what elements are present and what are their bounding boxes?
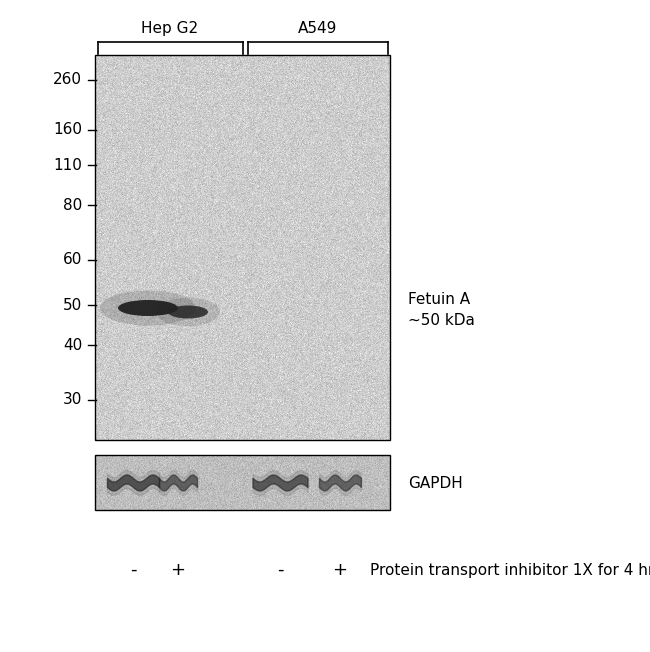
Text: 50: 50 bbox=[63, 297, 82, 312]
Text: 40: 40 bbox=[63, 338, 82, 353]
Bar bbox=[95, 455, 390, 510]
Ellipse shape bbox=[168, 306, 208, 318]
Text: 260: 260 bbox=[53, 72, 82, 87]
Text: -: - bbox=[277, 561, 283, 579]
Ellipse shape bbox=[156, 298, 220, 326]
Text: A549: A549 bbox=[298, 21, 338, 36]
Ellipse shape bbox=[118, 300, 178, 316]
Text: Protein transport inhibitor 1X for 4 hrs: Protein transport inhibitor 1X for 4 hrs bbox=[370, 563, 650, 578]
Text: +: + bbox=[333, 561, 348, 579]
Ellipse shape bbox=[100, 290, 196, 325]
Text: 160: 160 bbox=[53, 123, 82, 138]
Text: Hep G2: Hep G2 bbox=[142, 21, 198, 36]
Text: GAPDH: GAPDH bbox=[408, 475, 463, 490]
Text: 30: 30 bbox=[62, 393, 82, 408]
Text: -: - bbox=[130, 561, 136, 579]
Bar bbox=[95, 55, 390, 440]
Text: 80: 80 bbox=[63, 198, 82, 213]
Text: +: + bbox=[170, 561, 185, 579]
Text: Fetuin A
~50 kDa: Fetuin A ~50 kDa bbox=[408, 292, 475, 328]
Text: 60: 60 bbox=[62, 252, 82, 267]
Text: 110: 110 bbox=[53, 158, 82, 173]
